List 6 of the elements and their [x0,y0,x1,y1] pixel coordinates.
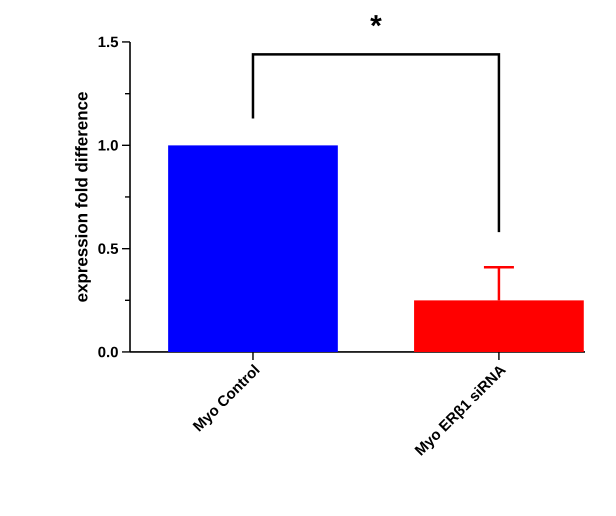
y-tick-label: 0.5 [98,243,118,254]
y-tick-label: 1.0 [98,140,118,151]
y-axis-title: expression fold difference [75,92,91,302]
text: * [370,15,382,26]
y-tick-label: 0.0 [98,346,118,358]
y-tick-label: 1.5 [98,36,118,48]
